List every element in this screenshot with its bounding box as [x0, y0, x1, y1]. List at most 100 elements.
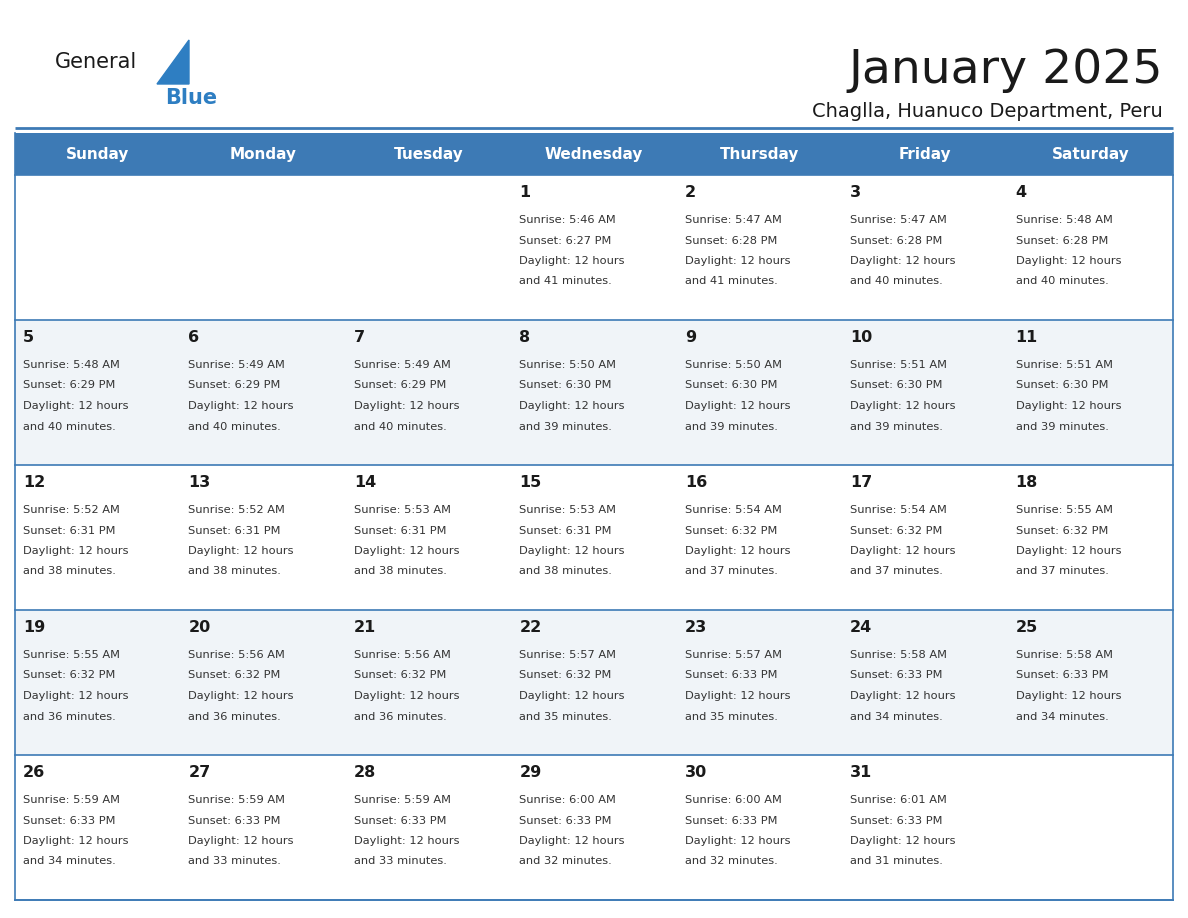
Text: Sunrise: 5:49 AM: Sunrise: 5:49 AM — [354, 360, 450, 370]
Text: Sunrise: 5:52 AM: Sunrise: 5:52 AM — [23, 505, 120, 515]
Text: 28: 28 — [354, 765, 377, 780]
Text: Daylight: 12 hours: Daylight: 12 hours — [23, 836, 128, 846]
Text: Sunset: 6:33 PM: Sunset: 6:33 PM — [519, 815, 612, 825]
Text: Sunrise: 5:51 AM: Sunrise: 5:51 AM — [851, 360, 947, 370]
Text: Daylight: 12 hours: Daylight: 12 hours — [684, 546, 790, 556]
Text: and 40 minutes.: and 40 minutes. — [23, 421, 115, 431]
Text: Sunrise: 5:51 AM: Sunrise: 5:51 AM — [1016, 360, 1113, 370]
Text: and 31 minutes.: and 31 minutes. — [851, 856, 943, 867]
Text: and 40 minutes.: and 40 minutes. — [354, 421, 447, 431]
Text: Thursday: Thursday — [720, 147, 800, 162]
Text: Sunrise: 5:55 AM: Sunrise: 5:55 AM — [23, 650, 120, 660]
Text: Blue: Blue — [165, 88, 217, 108]
Bar — [511, 755, 677, 900]
Bar — [15, 755, 181, 900]
Bar — [1007, 175, 1173, 320]
Text: Daylight: 12 hours: Daylight: 12 hours — [1016, 256, 1121, 266]
Text: 19: 19 — [23, 620, 45, 635]
Text: and 38 minutes.: and 38 minutes. — [354, 566, 447, 577]
Text: 4: 4 — [1016, 185, 1026, 200]
Text: 16: 16 — [684, 475, 707, 490]
Bar — [511, 320, 677, 465]
Text: Daylight: 12 hours: Daylight: 12 hours — [354, 836, 460, 846]
Bar — [15, 320, 181, 465]
Text: 27: 27 — [189, 765, 210, 780]
Text: 6: 6 — [189, 330, 200, 345]
Text: Sunrise: 5:53 AM: Sunrise: 5:53 AM — [519, 505, 617, 515]
Text: Sunset: 6:32 PM: Sunset: 6:32 PM — [851, 525, 942, 535]
Text: Sunrise: 5:56 AM: Sunrise: 5:56 AM — [354, 650, 450, 660]
Text: Sunrise: 5:56 AM: Sunrise: 5:56 AM — [189, 650, 285, 660]
Text: Daylight: 12 hours: Daylight: 12 hours — [189, 836, 293, 846]
Bar — [181, 175, 346, 320]
Bar — [181, 133, 346, 175]
Text: Sunrise: 5:57 AM: Sunrise: 5:57 AM — [519, 650, 617, 660]
Text: Tuesday: Tuesday — [393, 147, 463, 162]
Text: Sunrise: 5:54 AM: Sunrise: 5:54 AM — [851, 505, 947, 515]
Text: Daylight: 12 hours: Daylight: 12 hours — [1016, 546, 1121, 556]
Text: Daylight: 12 hours: Daylight: 12 hours — [684, 401, 790, 411]
Bar — [181, 320, 346, 465]
Text: Sunset: 6:31 PM: Sunset: 6:31 PM — [23, 525, 115, 535]
Bar — [346, 133, 511, 175]
Text: Sunset: 6:30 PM: Sunset: 6:30 PM — [1016, 380, 1108, 390]
Text: and 40 minutes.: and 40 minutes. — [851, 276, 943, 286]
Text: and 36 minutes.: and 36 minutes. — [189, 711, 282, 722]
Bar — [677, 320, 842, 465]
Text: Sunrise: 5:48 AM: Sunrise: 5:48 AM — [1016, 215, 1112, 225]
Bar — [1007, 755, 1173, 900]
Text: and 34 minutes.: and 34 minutes. — [1016, 711, 1108, 722]
Text: Sunrise: 5:58 AM: Sunrise: 5:58 AM — [851, 650, 947, 660]
Text: Daylight: 12 hours: Daylight: 12 hours — [354, 691, 460, 701]
Text: Sunrise: 5:50 AM: Sunrise: 5:50 AM — [684, 360, 782, 370]
Text: and 37 minutes.: and 37 minutes. — [851, 566, 943, 577]
Text: Daylight: 12 hours: Daylight: 12 hours — [851, 691, 955, 701]
Text: and 38 minutes.: and 38 minutes. — [189, 566, 282, 577]
Text: Sunset: 6:32 PM: Sunset: 6:32 PM — [684, 525, 777, 535]
Text: and 37 minutes.: and 37 minutes. — [1016, 566, 1108, 577]
Text: Daylight: 12 hours: Daylight: 12 hours — [354, 546, 460, 556]
Text: and 34 minutes.: and 34 minutes. — [851, 711, 943, 722]
Text: and 35 minutes.: and 35 minutes. — [519, 711, 612, 722]
Text: Daylight: 12 hours: Daylight: 12 hours — [189, 691, 293, 701]
Text: 24: 24 — [851, 620, 872, 635]
Text: Sunset: 6:32 PM: Sunset: 6:32 PM — [519, 670, 612, 680]
Text: 13: 13 — [189, 475, 210, 490]
Bar — [15, 610, 181, 755]
Text: Sunrise: 5:47 AM: Sunrise: 5:47 AM — [684, 215, 782, 225]
Text: Sunset: 6:33 PM: Sunset: 6:33 PM — [189, 815, 280, 825]
Bar — [511, 610, 677, 755]
Text: Sunrise: 5:59 AM: Sunrise: 5:59 AM — [189, 795, 285, 805]
Text: Sunset: 6:31 PM: Sunset: 6:31 PM — [189, 525, 280, 535]
Text: Sunrise: 5:59 AM: Sunrise: 5:59 AM — [23, 795, 120, 805]
Text: Sunset: 6:33 PM: Sunset: 6:33 PM — [23, 815, 115, 825]
Text: 25: 25 — [1016, 620, 1038, 635]
Text: and 35 minutes.: and 35 minutes. — [684, 711, 778, 722]
Text: Sunset: 6:31 PM: Sunset: 6:31 PM — [519, 525, 612, 535]
Text: Friday: Friday — [898, 147, 952, 162]
Text: and 34 minutes.: and 34 minutes. — [23, 856, 115, 867]
Text: and 41 minutes.: and 41 minutes. — [684, 276, 777, 286]
Text: and 36 minutes.: and 36 minutes. — [354, 711, 447, 722]
Text: and 32 minutes.: and 32 minutes. — [519, 856, 612, 867]
Text: 14: 14 — [354, 475, 377, 490]
Bar — [181, 465, 346, 610]
Text: Daylight: 12 hours: Daylight: 12 hours — [23, 546, 128, 556]
Text: 12: 12 — [23, 475, 45, 490]
Bar — [15, 175, 181, 320]
Bar — [181, 755, 346, 900]
Text: Sunset: 6:33 PM: Sunset: 6:33 PM — [354, 815, 447, 825]
Text: Chaglla, Huanuco Department, Peru: Chaglla, Huanuco Department, Peru — [813, 102, 1163, 121]
Bar — [677, 133, 842, 175]
Text: Sunrise: 5:54 AM: Sunrise: 5:54 AM — [684, 505, 782, 515]
Text: 15: 15 — [519, 475, 542, 490]
Text: Sunset: 6:31 PM: Sunset: 6:31 PM — [354, 525, 447, 535]
Text: 8: 8 — [519, 330, 530, 345]
Text: Sunset: 6:30 PM: Sunset: 6:30 PM — [519, 380, 612, 390]
Text: 30: 30 — [684, 765, 707, 780]
Text: Sunrise: 6:00 AM: Sunrise: 6:00 AM — [684, 795, 782, 805]
Text: and 32 minutes.: and 32 minutes. — [684, 856, 777, 867]
Text: Daylight: 12 hours: Daylight: 12 hours — [1016, 691, 1121, 701]
Bar — [677, 465, 842, 610]
Bar — [677, 755, 842, 900]
